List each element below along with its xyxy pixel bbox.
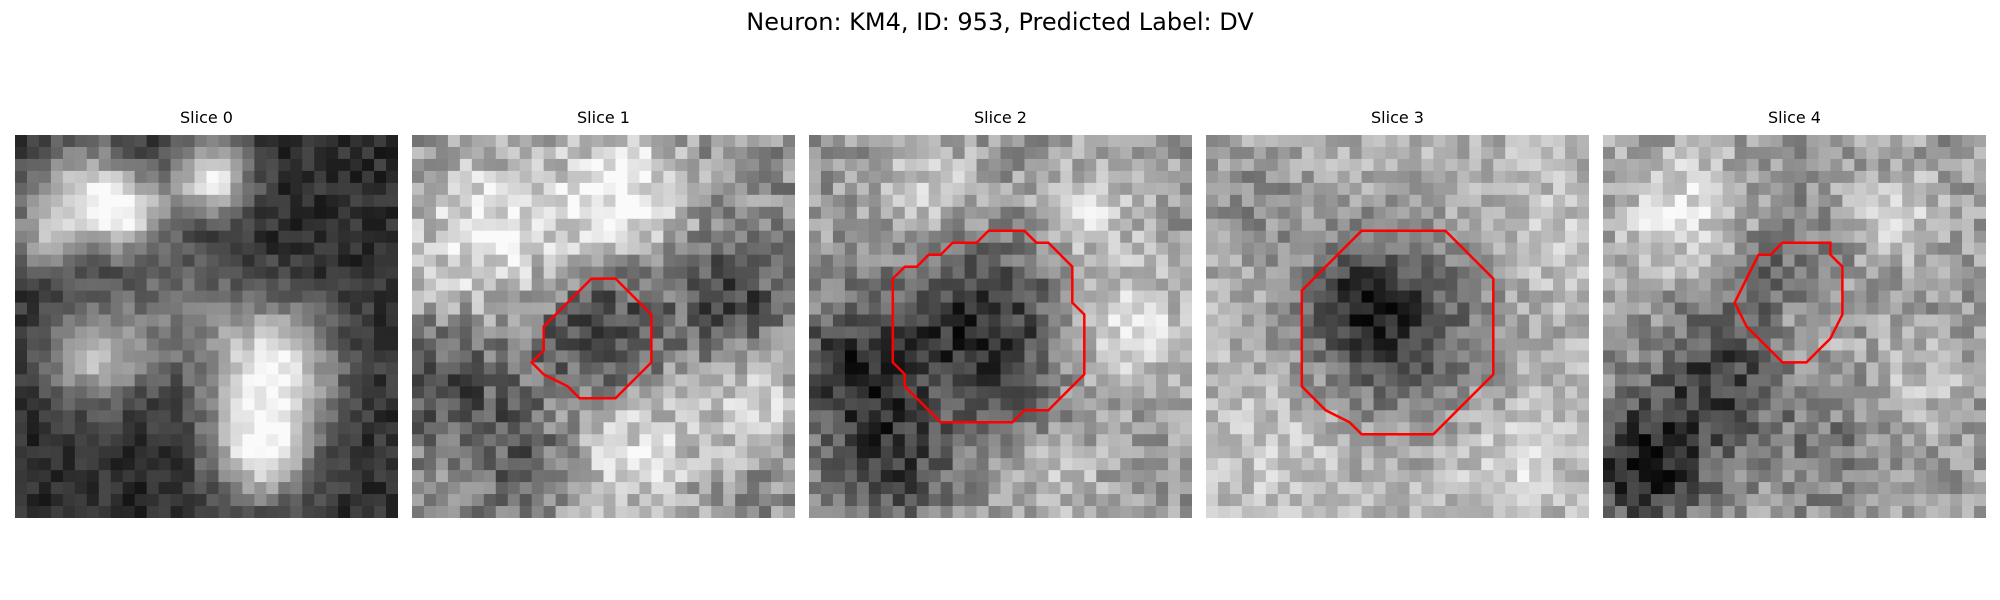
slice-label-1: Slice 1 [577, 108, 630, 127]
neuron-outline-3 [1300, 229, 1495, 436]
neuron-outline-4 [1733, 241, 1844, 364]
neuron-outline-2 [891, 229, 1086, 424]
slice-label-4: Slice 4 [1768, 108, 1821, 127]
slice-label-0: Slice 0 [180, 108, 233, 127]
figure-title: Neuron: KM4, ID: 953, Predicted Label: D… [746, 8, 1254, 36]
slice-pixels-2 [809, 135, 1192, 518]
neuron-outline-1 [529, 277, 653, 400]
slice-image-3 [1206, 135, 1589, 518]
slice-panel-1: Slice 1 [412, 108, 795, 521]
slice-panel-4: Slice 4 [1603, 108, 1986, 521]
slice-pixels-1 [412, 135, 795, 518]
slice-image-2 [809, 135, 1192, 518]
slice-panel-0: Slice 0 [15, 108, 398, 521]
slice-panel-3: Slice 3 [1206, 108, 1589, 521]
slice-label-3: Slice 3 [1371, 108, 1424, 127]
slice-image-4 [1603, 135, 1986, 518]
slice-pixels-0 [15, 135, 398, 518]
slice-pixels-4 [1603, 135, 1986, 518]
slice-image-0 [15, 135, 398, 518]
slice-panel-2: Slice 2 [809, 108, 1192, 521]
slice-image-1 [412, 135, 795, 518]
slice-label-2: Slice 2 [974, 108, 1027, 127]
slice-pixels-3 [1206, 135, 1589, 518]
